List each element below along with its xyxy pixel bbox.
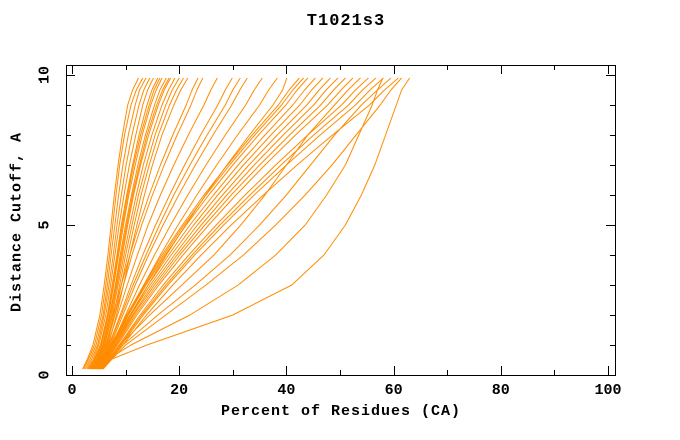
x-tick-label: 40 <box>277 382 296 399</box>
model-curve <box>83 77 144 370</box>
model-curve <box>96 77 324 370</box>
model-curve <box>102 77 402 370</box>
x-tick-label: 100 <box>594 382 622 399</box>
x-tick-label: 60 <box>384 382 403 399</box>
x-tick-label: 80 <box>491 382 510 399</box>
model-curve <box>97 77 384 370</box>
model-curve <box>90 77 170 370</box>
x-axis-label: Percent of Residues (CA) <box>220 403 462 420</box>
model-curve <box>82 77 139 370</box>
model-curve <box>89 77 163 370</box>
y-tick-label: 10 <box>36 65 54 85</box>
model-curve <box>94 77 189 370</box>
y-tick-label: 0 <box>36 370 54 380</box>
model-curve <box>96 77 316 370</box>
model-curve <box>102 77 399 370</box>
model-curve <box>89 77 161 370</box>
chart-title: T1021s3 <box>306 12 386 31</box>
model-curve <box>87 77 154 370</box>
model-curve <box>92 77 218 370</box>
model-curve <box>95 77 304 370</box>
model-curve <box>91 77 204 370</box>
x-tick-label: 0 <box>67 382 77 399</box>
model-curve <box>101 77 384 370</box>
x-tick-label: 20 <box>170 382 189 399</box>
model-curve <box>93 77 184 370</box>
model-curve <box>101 77 392 370</box>
model-curve <box>97 77 331 370</box>
model-curve <box>95 77 300 370</box>
model-curve <box>84 77 147 370</box>
model-curve <box>98 77 411 370</box>
y-tick-label: 5 <box>36 220 54 230</box>
model-curve <box>98 77 346 370</box>
model-curve <box>98 77 354 370</box>
model-curve <box>100 77 377 370</box>
model-curve <box>90 77 199 370</box>
model-curve <box>94 77 241 370</box>
model-curve <box>86 77 151 370</box>
model-curve <box>100 77 369 370</box>
y-axis-label: Distance Cutoff, A <box>8 131 26 313</box>
